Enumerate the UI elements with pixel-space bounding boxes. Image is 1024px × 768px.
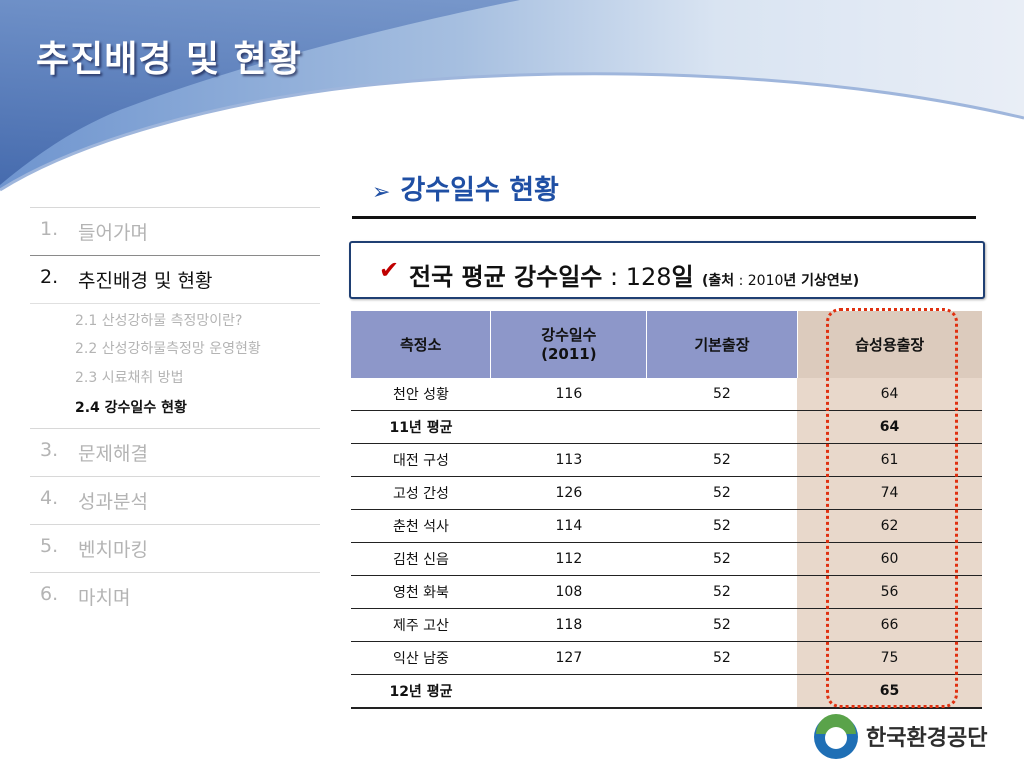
cell-rain-days: 118 bbox=[490, 608, 647, 642]
sidebar-item-problem-solving[interactable]: 3. 문제해결 bbox=[30, 428, 320, 476]
cell-basic-trips: 52 bbox=[646, 608, 797, 642]
sidebar-subitem-network-status[interactable]: 2.2 산성강하물측정망 운영현황 bbox=[75, 341, 261, 357]
sidebar-item-number: 1. bbox=[40, 218, 59, 240]
column-header-basic-trips: 기본출장 bbox=[646, 311, 798, 378]
cell-basic-trips: 52 bbox=[646, 641, 797, 675]
cell-station: 김천 신음 bbox=[351, 542, 491, 576]
sidebar-item-label: 들어가며 bbox=[78, 222, 148, 244]
sidebar-item-label: 추진배경 및 현황 bbox=[78, 270, 213, 292]
source-colon: : bbox=[734, 273, 748, 289]
cell-station: 제주 고산 bbox=[351, 608, 491, 642]
sidebar-item-number: 2. bbox=[40, 266, 59, 288]
sidebar-item-results[interactable]: 4. 성과분석 bbox=[30, 476, 320, 524]
cell-basic-trips bbox=[646, 410, 797, 444]
section-divider bbox=[352, 216, 976, 219]
callout-colon: : bbox=[602, 263, 626, 291]
table-body: 천안 성황 116 52 64 11년 평균 64 대전 구성 113 52 61 고성 간성 126… bbox=[351, 378, 982, 709]
checkmark-icon: ✔ bbox=[379, 256, 400, 284]
cell-station: 대전 구성 bbox=[351, 443, 491, 477]
sidebar-item-intro[interactable]: 1. 들어가며 bbox=[30, 207, 320, 255]
sidebar-item-label: 마치며 bbox=[78, 587, 131, 609]
cell-basic-trips: 52 bbox=[646, 542, 797, 576]
highlight-dotted-outline bbox=[826, 308, 958, 708]
section-heading: ➢ 강수일수 현황 bbox=[372, 168, 559, 207]
cell-station: 12년 평균 bbox=[351, 674, 491, 709]
cell-rain-days bbox=[490, 410, 647, 444]
sidebar-outline: 1. 들어가며 2. 추진배경 및 현황 2.1 산성강하물 측정망이란? 2.… bbox=[30, 207, 320, 620]
page-title: 추진배경 및 현황 bbox=[36, 39, 302, 80]
column-header-station: 측정소 bbox=[351, 311, 492, 378]
average-rain-days-callout: ✔ 전국 평균 강수일수 : 128일 (출처 : 2010년 기상연보) bbox=[349, 241, 985, 299]
cell-basic-trips: 52 bbox=[646, 378, 797, 411]
cell-station: 영천 화북 bbox=[351, 575, 491, 609]
source-open-paren: ( bbox=[701, 273, 709, 289]
cell-station: 춘천 석사 bbox=[351, 509, 491, 543]
source-rest: 년 기상연보 bbox=[783, 273, 853, 289]
sidebar-subitem-sampling-method[interactable]: 2.3 시료채취 방법 bbox=[75, 370, 184, 386]
cell-basic-trips: 52 bbox=[646, 443, 797, 477]
sidebar-item-label: 벤치마킹 bbox=[78, 539, 148, 561]
cell-basic-trips bbox=[646, 674, 797, 709]
cell-rain-days: 114 bbox=[490, 509, 647, 543]
rain-days-table: 측정소 강수일수 (2011) 기본출장 습성용출장 천안 성황 116 52 64 1… bbox=[351, 311, 982, 709]
organization-name: 한국환경공단 bbox=[866, 726, 988, 751]
sidebar-item-label: 문제해결 bbox=[78, 443, 148, 465]
sidebar-item-number: 4. bbox=[40, 487, 59, 509]
table-row: 천안 성황 116 52 64 bbox=[351, 378, 982, 411]
header-banner bbox=[0, 0, 1024, 200]
sidebar-subnav: 2.1 산성강하물 측정망이란? 2.2 산성강하물측정망 운영현황 2.3 시… bbox=[30, 303, 320, 428]
cell-rain-days: 127 bbox=[490, 641, 647, 675]
sidebar-item-benchmarking[interactable]: 5. 벤치마킹 bbox=[30, 524, 320, 572]
callout-source: (출처 : 2010년 기상연보) bbox=[702, 273, 859, 289]
sidebar-item-label: 성과분석 bbox=[78, 491, 148, 513]
column-header-rain-days: 강수일수 (2011) bbox=[490, 311, 648, 378]
cell-basic-trips: 52 bbox=[646, 575, 797, 609]
callout-text: 전국 평균 강수일수 : 128일 (출처 : 2010년 기상연보) bbox=[409, 257, 859, 292]
cell-station: 고성 간성 bbox=[351, 476, 491, 510]
sidebar-item-number: 3. bbox=[40, 439, 59, 461]
source-close-paren: ) bbox=[852, 273, 860, 289]
table-row: 고성 간성 126 52 74 bbox=[351, 476, 982, 510]
cell-basic-trips: 52 bbox=[646, 509, 797, 543]
sidebar-item-number: 5. bbox=[40, 535, 59, 557]
cell-rain-days: 116 bbox=[490, 378, 647, 411]
cell-rain-days bbox=[490, 674, 647, 709]
callout-unit: 일 bbox=[671, 263, 694, 291]
sidebar-subitem-acid-deposition[interactable]: 2.1 산성강하물 측정망이란? bbox=[75, 313, 243, 329]
cell-rain-days: 108 bbox=[490, 575, 647, 609]
callout-value: 128 bbox=[625, 263, 672, 291]
sidebar-item-background[interactable]: 2. 추진배경 및 현황 bbox=[30, 255, 320, 303]
cell-station: 11년 평균 bbox=[351, 410, 491, 444]
callout-label: 전국 평균 강수일수 bbox=[409, 263, 603, 291]
sidebar-item-number: 6. bbox=[40, 583, 59, 605]
cell-rain-days: 112 bbox=[490, 542, 647, 576]
sidebar-subitem-rain-days[interactable]: 2.4 강수일수 현황 bbox=[75, 400, 187, 416]
cell-basic-trips: 52 bbox=[646, 476, 797, 510]
cell-rain-days: 113 bbox=[490, 443, 647, 477]
source-year: 2010 bbox=[747, 273, 784, 289]
section-heading-text: 강수일수 현황 bbox=[400, 175, 559, 206]
cell-station: 천안 성황 bbox=[351, 378, 491, 411]
arrow-bullet-icon: ➢ bbox=[372, 180, 391, 205]
sidebar-item-closing[interactable]: 6. 마치며 bbox=[30, 572, 320, 620]
cell-station: 익산 남중 bbox=[351, 641, 491, 675]
source-label: 출처 bbox=[708, 273, 735, 289]
cell-rain-days: 126 bbox=[490, 476, 647, 510]
korea-environment-corporation-logo-icon bbox=[814, 714, 858, 759]
